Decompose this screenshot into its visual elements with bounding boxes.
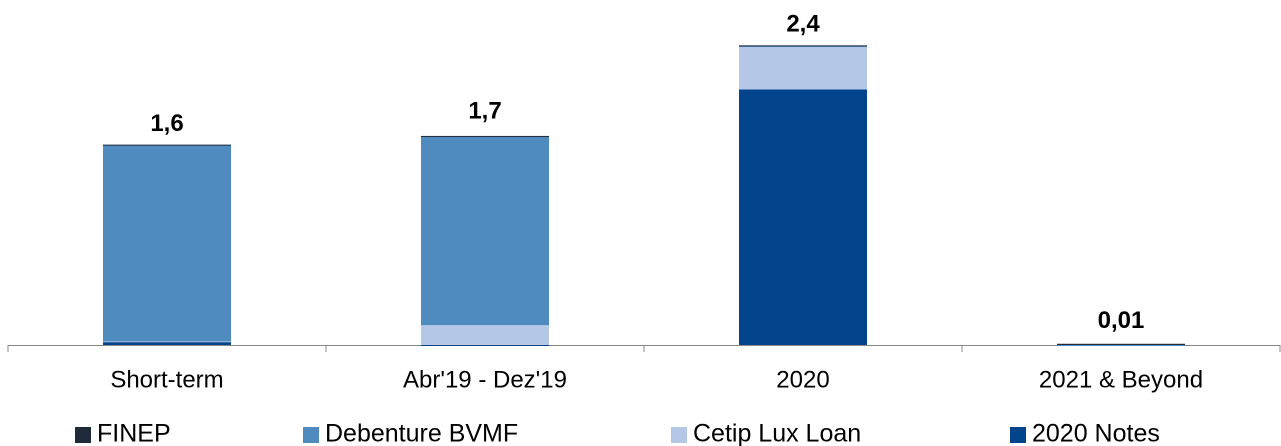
x-tick-label: 2021 & Beyond bbox=[1039, 366, 1203, 393]
total-label: 2,4 bbox=[786, 11, 820, 38]
total-label: 0,01 bbox=[1098, 307, 1145, 334]
legend-label: 2020 Notes bbox=[1032, 420, 1160, 446]
x-tick-label: 2020 bbox=[776, 366, 829, 393]
bar-segment bbox=[739, 45, 867, 47]
x-tick-label: Short-term bbox=[110, 366, 223, 393]
x-tick-label: Abr'19 - Dez'19 bbox=[403, 366, 567, 393]
bar-segment bbox=[421, 345, 549, 346]
legend-swatch bbox=[1010, 427, 1026, 443]
legend-label: Debenture BVMF bbox=[325, 420, 518, 446]
bar-segment bbox=[421, 325, 549, 345]
legend-swatch bbox=[671, 427, 687, 443]
total-label: 1,6 bbox=[150, 110, 183, 137]
bar-segment bbox=[103, 341, 231, 345]
bar-segment bbox=[421, 135, 549, 137]
legend-swatch bbox=[303, 427, 319, 443]
legend-label: Cetip Lux Loan bbox=[693, 420, 861, 446]
bar-segment bbox=[103, 145, 231, 342]
bar-segment bbox=[739, 45, 867, 47]
bar-segment bbox=[739, 89, 867, 345]
bar-segment bbox=[1057, 343, 1185, 345]
bar-segment bbox=[421, 136, 549, 326]
bar-segment bbox=[103, 341, 231, 343]
bar-segment bbox=[1057, 345, 1185, 346]
legend-label: FINEP bbox=[97, 420, 171, 446]
legend-swatch bbox=[75, 427, 91, 443]
bar-segment bbox=[103, 144, 231, 146]
bar-segment bbox=[739, 45, 867, 90]
total-label: 1,7 bbox=[468, 97, 501, 124]
